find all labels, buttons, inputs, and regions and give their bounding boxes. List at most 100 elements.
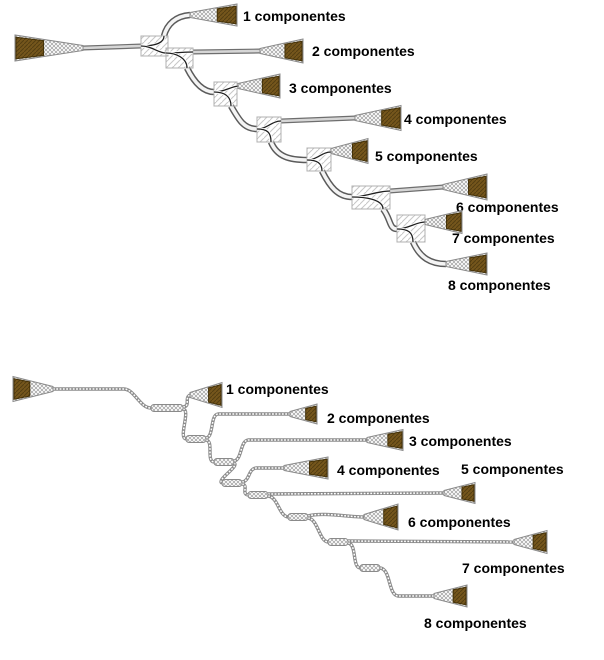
- directional-coupler: [185, 435, 207, 443]
- output-label: 4 componentes: [337, 462, 440, 478]
- waveguide-strand: [241, 467, 284, 483]
- waveguide-strand: [241, 483, 249, 496]
- output-label: 7 componentes: [462, 560, 565, 576]
- directional-coupler: [359, 564, 381, 572]
- waveguide-strand: [307, 517, 329, 543]
- output-taper: [189, 381, 223, 409]
- waveguide-sbend: [229, 105, 258, 131]
- waveguide-strand: [307, 516, 329, 544]
- output-label: 6 componentes: [408, 514, 511, 530]
- waveguide-strand: [205, 413, 290, 439]
- taper-horn-texture: [262, 76, 279, 96]
- output-label: 7 componentes: [452, 230, 555, 246]
- taper-horn-texture: [453, 587, 466, 605]
- waveguide-sbend: [381, 207, 398, 231]
- output-label: 1 componentes: [226, 381, 329, 397]
- waveguide-straight: [280, 116, 356, 123]
- output-taper: [189, 3, 238, 27]
- directional-coupler: [287, 513, 309, 521]
- waveguide-strand: [267, 492, 445, 495]
- output-label: 2 componentes: [312, 43, 415, 59]
- waveguide-strand: [379, 567, 434, 597]
- waveguide-strand: [205, 439, 215, 463]
- directional-coupler: [150, 404, 184, 412]
- y-junction: [140, 45, 167, 54]
- y-junction: [351, 196, 384, 210]
- taper-horn-texture: [468, 176, 486, 198]
- taper-horn-texture: [381, 107, 400, 129]
- output-taper: [330, 137, 369, 165]
- waveguide-sbend: [185, 67, 215, 94]
- output-taper: [237, 73, 281, 99]
- output-label: 6 componentes: [456, 199, 559, 215]
- taper-horn-texture: [469, 255, 486, 273]
- taper-horn-texture: [309, 459, 327, 477]
- taper-horn-texture: [461, 484, 474, 502]
- waveguide-strand: [267, 495, 289, 518]
- input-taper: [14, 34, 84, 62]
- taper-horn-texture: [305, 406, 316, 422]
- output-taper: [424, 209, 463, 235]
- taper-horn-texture: [284, 41, 302, 61]
- output-taper: [289, 403, 318, 425]
- output-taper: [442, 173, 488, 201]
- directional-coupler: [213, 458, 235, 466]
- waveguide-strand: [307, 513, 365, 518]
- y-junction: [213, 91, 232, 107]
- output-taper: [354, 104, 402, 132]
- bottom-splitter-chain-diagram: 1 componentes 2 componentes 3 componentes 4…: [12, 375, 565, 631]
- output-taper: [445, 252, 488, 276]
- output-label: 8 componentes: [448, 277, 551, 293]
- output-taper: [513, 529, 548, 555]
- taper-horn-texture: [217, 6, 236, 24]
- waveguide-strand: [379, 566, 434, 598]
- output-label: 5 componentes: [375, 148, 478, 164]
- input-taper: [12, 375, 54, 403]
- waveguide-strand: [233, 439, 367, 462]
- output-label: 3 componentes: [289, 80, 392, 96]
- output-label: 3 componentes: [409, 433, 512, 449]
- waveguide-strand: [267, 494, 289, 519]
- taper-horn-texture: [387, 431, 402, 449]
- y-junction: [396, 228, 414, 243]
- waveguide-strand: [347, 540, 515, 543]
- waveguide-strand: [53, 388, 152, 409]
- taper-horn-texture: [208, 384, 221, 406]
- y-junction: [165, 52, 188, 69]
- output-taper: [283, 456, 329, 480]
- output-label: 8 componentes: [424, 615, 527, 631]
- directional-coupler: [247, 491, 269, 499]
- output-label: 4 componentes: [404, 111, 507, 127]
- top-splitter-tree-diagram: 1 componentes 2 componentes 3 componentes 4…: [14, 3, 559, 293]
- taper-horn-texture: [446, 212, 461, 232]
- output-label: 2 componentes: [327, 410, 430, 426]
- taper-horn-texture: [16, 37, 44, 59]
- output-label: 5 componentes: [461, 461, 564, 477]
- waveguide-strand: [182, 394, 191, 408]
- waveguide-strand: [205, 412, 290, 440]
- waveguide-straight: [389, 185, 444, 193]
- waveguide-sbend: [162, 13, 191, 37]
- waveguide-sbend: [269, 141, 308, 162]
- waveguide-sbend: [320, 170, 353, 199]
- output-taper: [259, 38, 304, 64]
- output-taper: [363, 503, 399, 531]
- taper-horn-texture: [533, 532, 546, 552]
- waveguide-straight: [82, 44, 142, 50]
- waveguide-strand: [233, 438, 367, 463]
- directional-coupler: [327, 538, 349, 546]
- waveguide-straight: [192, 49, 261, 54]
- waveguide-strand: [347, 542, 361, 569]
- output-taper: [433, 584, 468, 608]
- output-taper: [366, 428, 404, 452]
- y-junction: [256, 128, 272, 143]
- output-taper: [443, 481, 476, 505]
- taper-horn-texture: [383, 506, 397, 528]
- taper-horn-texture: [352, 140, 367, 162]
- waveguide-sbend: [411, 241, 447, 266]
- waveguide-strand: [220, 462, 236, 484]
- waveguide-strand: [182, 408, 187, 440]
- directional-coupler: [221, 479, 243, 487]
